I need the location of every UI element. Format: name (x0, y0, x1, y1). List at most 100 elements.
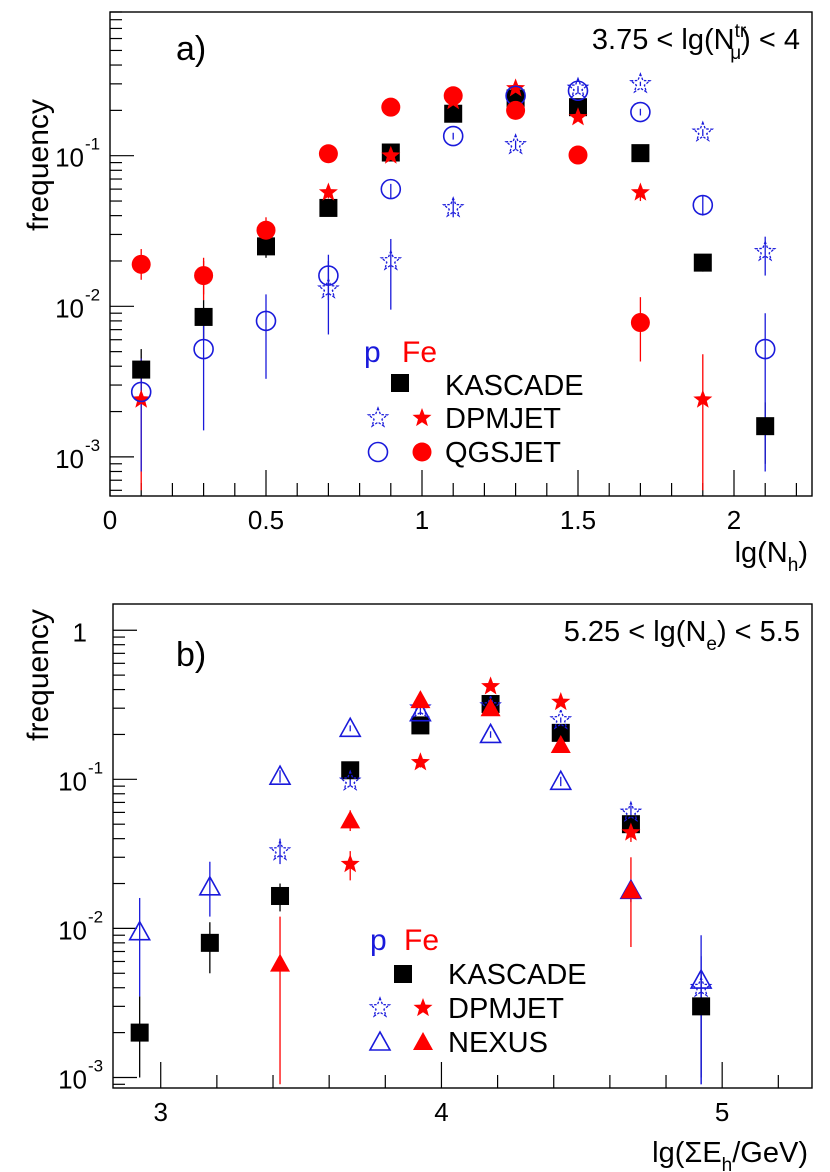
data-point-p-qgsjet (567, 80, 589, 102)
data-point-kascade (756, 417, 775, 436)
legend-marker-star-red (413, 998, 433, 1017)
y-tick-exponent: -2 (85, 285, 100, 304)
x-tick-label: 2 (727, 505, 741, 535)
data-point-kascade (692, 997, 711, 1016)
data-point-fe-qgsjet (506, 100, 526, 120)
data-point-kascade (411, 716, 430, 735)
data-point-p-qgsjet (630, 101, 651, 123)
x-tick-label: 0.5 (248, 505, 284, 535)
data-point-fe-qgsjet (194, 266, 214, 286)
panel-b-x-axis-label: lg(ΣEh/GeV) (652, 1137, 808, 1172)
y-tick-label: 10 (55, 143, 84, 173)
data-point-p-qgsjet (130, 381, 152, 403)
y-tick-label: 10 (58, 766, 87, 796)
data-point-p-nexus (479, 722, 502, 744)
data-point-fe-qgsjet (568, 145, 588, 165)
data-point-p-qgsjet (692, 194, 714, 216)
data-point-fe-qgsjet (630, 313, 650, 333)
data-point-fe-dpmjet (568, 107, 588, 126)
legend-marker-open-triangle-blue (368, 1030, 392, 1051)
legend-p-label: p (364, 336, 381, 369)
data-point-fe-nexus (270, 953, 291, 972)
panel-a-frame (109, 11, 813, 497)
data-point-fe-nexus (620, 880, 641, 899)
panel-b-label: b) (176, 636, 206, 674)
data-point-p-nexus (198, 875, 222, 896)
data-point-fe-qgsjet (381, 97, 401, 117)
panel-a: 0 0.5 1 1.5 210-310-210-1 a) 3.75 < lg(Ntr μ)… (22, 11, 813, 576)
x-tick-label: 1 (415, 505, 429, 535)
data-point-p-qgsjet (193, 338, 214, 360)
data-point-p-nexus (549, 769, 573, 791)
data-point-p-qgsjet (442, 125, 464, 147)
data-point-kascade (257, 237, 275, 256)
panel-a-annotation: 3.75 < lg(Ntr μ) < 4 (592, 21, 800, 64)
y-tick-exponent: -1 (88, 758, 103, 777)
panel-b: 3 4 510 -310 -210 -11 b) 5.25 < lg(Ne) < 5.5 … (22, 603, 813, 1172)
x-tick-label: 4 (434, 1097, 448, 1127)
legend-p-label: p (370, 924, 387, 957)
data-point-p-nexus (338, 716, 362, 738)
data-point-p-dpmjet (629, 72, 652, 94)
y-tick-exponent: -2 (88, 907, 103, 926)
data-point-fe-dpmjet (481, 676, 501, 695)
data-point-kascade (130, 1023, 149, 1042)
panel-a-label: a) (176, 30, 206, 68)
legend-entry-qgsjet: QGSJET (445, 437, 561, 469)
panel-b-ticks (113, 629, 779, 1088)
x-tick-label: 5 (715, 1097, 729, 1127)
data-point-fe-nexus (480, 698, 501, 717)
data-point-fe-dpmjet (693, 389, 713, 408)
legend-fe-label: Fe (404, 924, 439, 957)
data-point-p-qgsjet (255, 310, 277, 332)
legend-marker-open-star-blue (366, 406, 390, 428)
panel-a-ticks (109, 11, 798, 496)
data-point-kascade (631, 144, 650, 163)
panel-a-y-axis-label: frequency (22, 99, 55, 231)
y-tick-label: 10 (55, 293, 84, 323)
legend-marker-star-red (412, 408, 432, 427)
panel-b-frame (112, 603, 813, 1089)
y-tick-exponent: -3 (85, 436, 100, 455)
data-point-kascade (319, 198, 338, 217)
y-tick-label: 10 (55, 444, 84, 474)
data-point-kascade (271, 886, 290, 905)
panel-b-tick-labels: 3 4 510 -310 -210 -11 (58, 617, 729, 1127)
legend-marker-open-star-blue (368, 996, 392, 1018)
y-tick-exponent: -1 (85, 135, 100, 154)
data-point-kascade (194, 307, 213, 326)
data-point-p-qgsjet (318, 265, 339, 286)
data-point-p-nexus (268, 764, 292, 785)
panel-b-legend: p Fe KASCADE DPMJET NEXUS (368, 924, 587, 1059)
data-point-fe-dpmjet (551, 692, 571, 711)
y-tick-exponent: -3 (88, 1056, 103, 1075)
data-point-fe-dpmjet (410, 752, 430, 771)
legend-entry-dpmjet: DPMJET (445, 403, 561, 435)
legend-marker-open-circle-blue (367, 441, 389, 463)
data-point-kascade (132, 360, 151, 379)
panel-a-x-axis-label: lg(Nh) (735, 537, 808, 576)
y-tick-label: 1 (73, 617, 87, 647)
data-point-fe-nexus (550, 734, 571, 753)
data-point-fe-qgsjet (256, 220, 276, 240)
data-point-p-nexus (128, 920, 152, 941)
legend-fe-label: Fe (402, 336, 437, 369)
data-point-fe-dpmjet (381, 145, 401, 164)
data-point-fe-dpmjet (340, 854, 360, 873)
legend-entry-nexus: NEXUS (448, 1027, 548, 1059)
data-point-p-nexus (689, 968, 713, 989)
data-point-fe-dpmjet (131, 389, 151, 408)
x-tick-label: 1.5 (560, 505, 596, 535)
data-point-fe-nexus (340, 810, 361, 829)
data-point-fe-dpmjet (630, 182, 650, 201)
legend-marker-circle-red (412, 442, 432, 462)
x-tick-label: 0 (103, 505, 117, 535)
legend-marker-triangle-red (413, 1032, 433, 1050)
y-tick-label: 10 (58, 1064, 87, 1094)
data-point-fe-qgsjet (443, 86, 463, 106)
data-point-fe-qgsjet (318, 144, 338, 164)
panel-b-annotation: 5.25 < lg(Ne) < 5.5 (564, 616, 800, 655)
data-point-kascade (444, 104, 463, 123)
panel-b-error-bars (139, 684, 702, 1085)
